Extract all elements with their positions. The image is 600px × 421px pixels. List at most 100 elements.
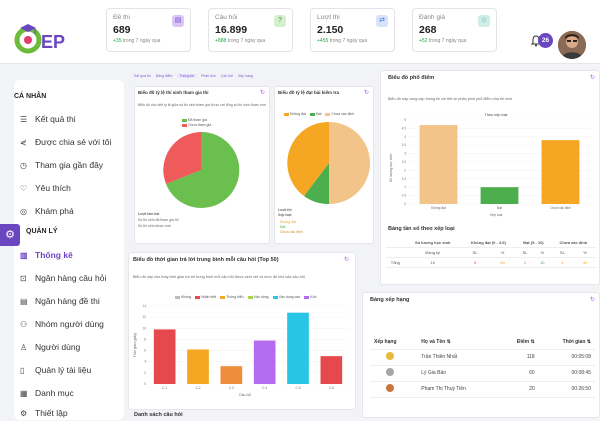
panel-title: Biểu đồ phổ điểm: [388, 75, 435, 81]
sort-icon[interactable]: ⇅: [586, 338, 591, 345]
table-row[interactable]: Trần Thiên Nhất 118 00:05:08: [370, 349, 595, 366]
pie-slice-fail: [329, 122, 370, 204]
refresh-icon[interactable]: ↻: [590, 297, 596, 303]
x-tick-label: C.4: [262, 386, 267, 390]
bar: [320, 356, 343, 384]
avatar[interactable]: [558, 31, 586, 59]
sidebar-item-results[interactable]: ☰ Kết quả thi: [20, 114, 76, 124]
note-pass: Đạt: [280, 225, 286, 229]
bar: [287, 312, 309, 384]
panel-subtitle: Biểu đồ này cho thấy thời gian trả lời t…: [133, 275, 305, 279]
y-tick-label: 4.5: [402, 126, 407, 130]
table-header[interactable]: Thời gian ⇅: [538, 335, 595, 350]
bar: [253, 340, 276, 384]
note-undetermined: Chưa xác định: [280, 230, 303, 234]
panel-title: Biểu đồ thời gian trả lời trung bình mỗi…: [133, 257, 279, 263]
tab-statistics[interactable]: Thống kê: [177, 74, 197, 78]
table-header[interactable]: Điểm ⇅: [498, 335, 539, 350]
refresh-icon[interactable]: ↻: [590, 75, 596, 81]
bar: [220, 366, 243, 384]
x-tick-label: C.3: [229, 386, 234, 390]
tab-ranking[interactable]: Xếp hạng: [237, 74, 253, 78]
sidebar-item-users[interactable]: ♙ Người dùng: [20, 342, 81, 352]
tab-analysis[interactable]: Phân tích: [201, 74, 216, 78]
y-tick-label: 0: [404, 202, 406, 206]
stat-card-reviews[interactable]: Đánh giá 268 +52 trong 7 ngày qua ☆: [412, 8, 497, 52]
stat-delta: +455 trong 7 ngày qua: [317, 38, 368, 44]
refresh-icon[interactable]: ↻: [260, 90, 266, 96]
pie-slice-participated: [166, 131, 240, 208]
legend-item: Thông hiểu: [220, 295, 244, 299]
sidebar-item-categories[interactable]: ▦ Danh mục: [20, 388, 74, 398]
sort-icon[interactable]: ⇅: [446, 338, 451, 345]
student-name: Phạm Thị Thuỳ Tiên: [417, 381, 499, 398]
table-row[interactable]: Phạm Thị Thuỳ Tiên 20 00:26:50: [370, 381, 595, 398]
chart-inner-title: Theo xếp loại: [485, 113, 508, 117]
tab-results[interactable]: Kết quả thi: [134, 74, 151, 78]
medal-icon: [370, 365, 418, 382]
y-tick-label: 3.5: [402, 143, 407, 147]
panel-title: Bảng xếp hạng: [370, 297, 410, 303]
table-subheader-row: Đăng ký SL % SL % SL %: [386, 247, 596, 258]
panel-title: Biểu đồ tỷ lệ thí sinh tham gia thi: [138, 90, 209, 95]
statistics-tabs: Kết quả thi Bảng điểm Thống kê Phân tích…: [134, 74, 253, 78]
table-header: Số lượng học sinh: [404, 238, 461, 248]
table-header[interactable]: Họ và Tên ⇅: [417, 335, 499, 350]
bar: [187, 349, 209, 384]
app-logo[interactable]: EP: [14, 20, 74, 56]
refresh-icon[interactable]: ↻: [364, 90, 370, 96]
tab-scores[interactable]: Bảng điểm: [155, 74, 173, 78]
y-tick-label: 2: [404, 168, 406, 172]
x-tick-label: Chưa xác định: [550, 206, 571, 210]
sort-icon[interactable]: ⇅: [530, 338, 535, 345]
legend-item: Không: [175, 295, 191, 299]
x-tick-label: Đạt: [497, 206, 502, 210]
pie-legend: Đã tham gia Chưa tham gia: [182, 118, 211, 127]
table-header-row: Xếp hạng Họ và Tên ⇅ Điểm ⇅ Thời gian ⇅: [370, 335, 595, 350]
sidebar-item-statistics[interactable]: ▥ Thống kê: [20, 250, 73, 260]
group-icon: ⚇: [20, 319, 28, 329]
sidebar-item-documents[interactable]: ▯ Quản lý tài liệu: [20, 365, 92, 375]
y-tick-label: 14: [142, 304, 146, 308]
stat-card-attempts[interactable]: Lượt thi 2.150 +455 trong 7 ngày qua ⇄: [310, 8, 395, 52]
settings-gear-icon[interactable]: ⚙: [0, 224, 20, 246]
legend-item: Chưa xác định: [325, 112, 354, 116]
refresh-icon[interactable]: ↻: [344, 257, 350, 263]
student-name: Trần Thiên Nhất: [417, 349, 499, 366]
notification-badge[interactable]: 26: [538, 33, 553, 48]
legend-item: Không đạt: [284, 112, 306, 116]
y-tick-label: 8: [144, 337, 146, 341]
y-tick-label: 1: [404, 185, 406, 189]
sidebar-item-user-groups[interactable]: ⚇ Nhóm người dùng: [20, 319, 104, 329]
stat-delta: +52 trong 7 ngày qua: [419, 38, 467, 44]
sidebar-section-personal: CÁ NHÂN: [14, 93, 47, 100]
sidebar-item-question-bank[interactable]: ⊡ Ngân hàng câu hỏi: [20, 273, 107, 283]
table-cell: Tổng: [386, 257, 405, 268]
table-subheader: %: [573, 247, 596, 258]
sidebar-item-shared[interactable]: ⋞ Được chia sẻ với tôi: [20, 137, 112, 147]
document-icon: ▤: [172, 15, 184, 27]
stat-label: Câu hỏi: [215, 14, 238, 21]
x-tick-label: Không đạt: [431, 206, 446, 210]
x-axis-label: Xếp loại: [490, 213, 503, 217]
sidebar-item-explore[interactable]: ◎ Khám phá: [20, 206, 74, 216]
legend-item: Nhận biết: [195, 295, 216, 299]
x-axis-label: Câu hỏi: [239, 393, 251, 397]
legend-item: Chưa tham gia: [182, 123, 211, 127]
sidebar-item-exam-bank[interactable]: ▤ Ngân hàng đề thi: [20, 296, 100, 306]
pie-legend: Không đạt Đạt Chưa xác định: [284, 112, 354, 116]
pie-slice-pass: [304, 163, 329, 205]
tab-questions[interactable]: Câu hỏi: [220, 74, 233, 78]
sidebar-item-settings[interactable]: ⚙ Thiết lập: [20, 408, 68, 418]
pie-slice-not-participated: [163, 132, 201, 184]
note-participated: Số thí sinh đã tham gia thi: [138, 218, 179, 222]
y-tick-label: 6: [144, 349, 146, 353]
answer-time-bar-chart: Thời gian (giây) Câu hỏi 0 2 4 6 8 10 12 14 C.1…: [133, 304, 348, 397]
note-grade: Xếp loại: [278, 213, 292, 217]
stat-label: Lượt thi: [317, 14, 340, 21]
sidebar-item-favorites[interactable]: ♡ Yêu thích: [20, 183, 71, 193]
table-row[interactable]: Lý Gia Bảo 60 00:08:45: [370, 365, 595, 382]
stat-card-questions[interactable]: Câu hỏi 16.899 +888 trong 7 ngày qua ?: [208, 8, 293, 52]
stat-card-exams[interactable]: Đề thi 689 +35 trong 7 ngày qua ▤: [106, 8, 191, 52]
sidebar-item-recent[interactable]: ◷ Tham gia gần đây: [20, 160, 104, 170]
